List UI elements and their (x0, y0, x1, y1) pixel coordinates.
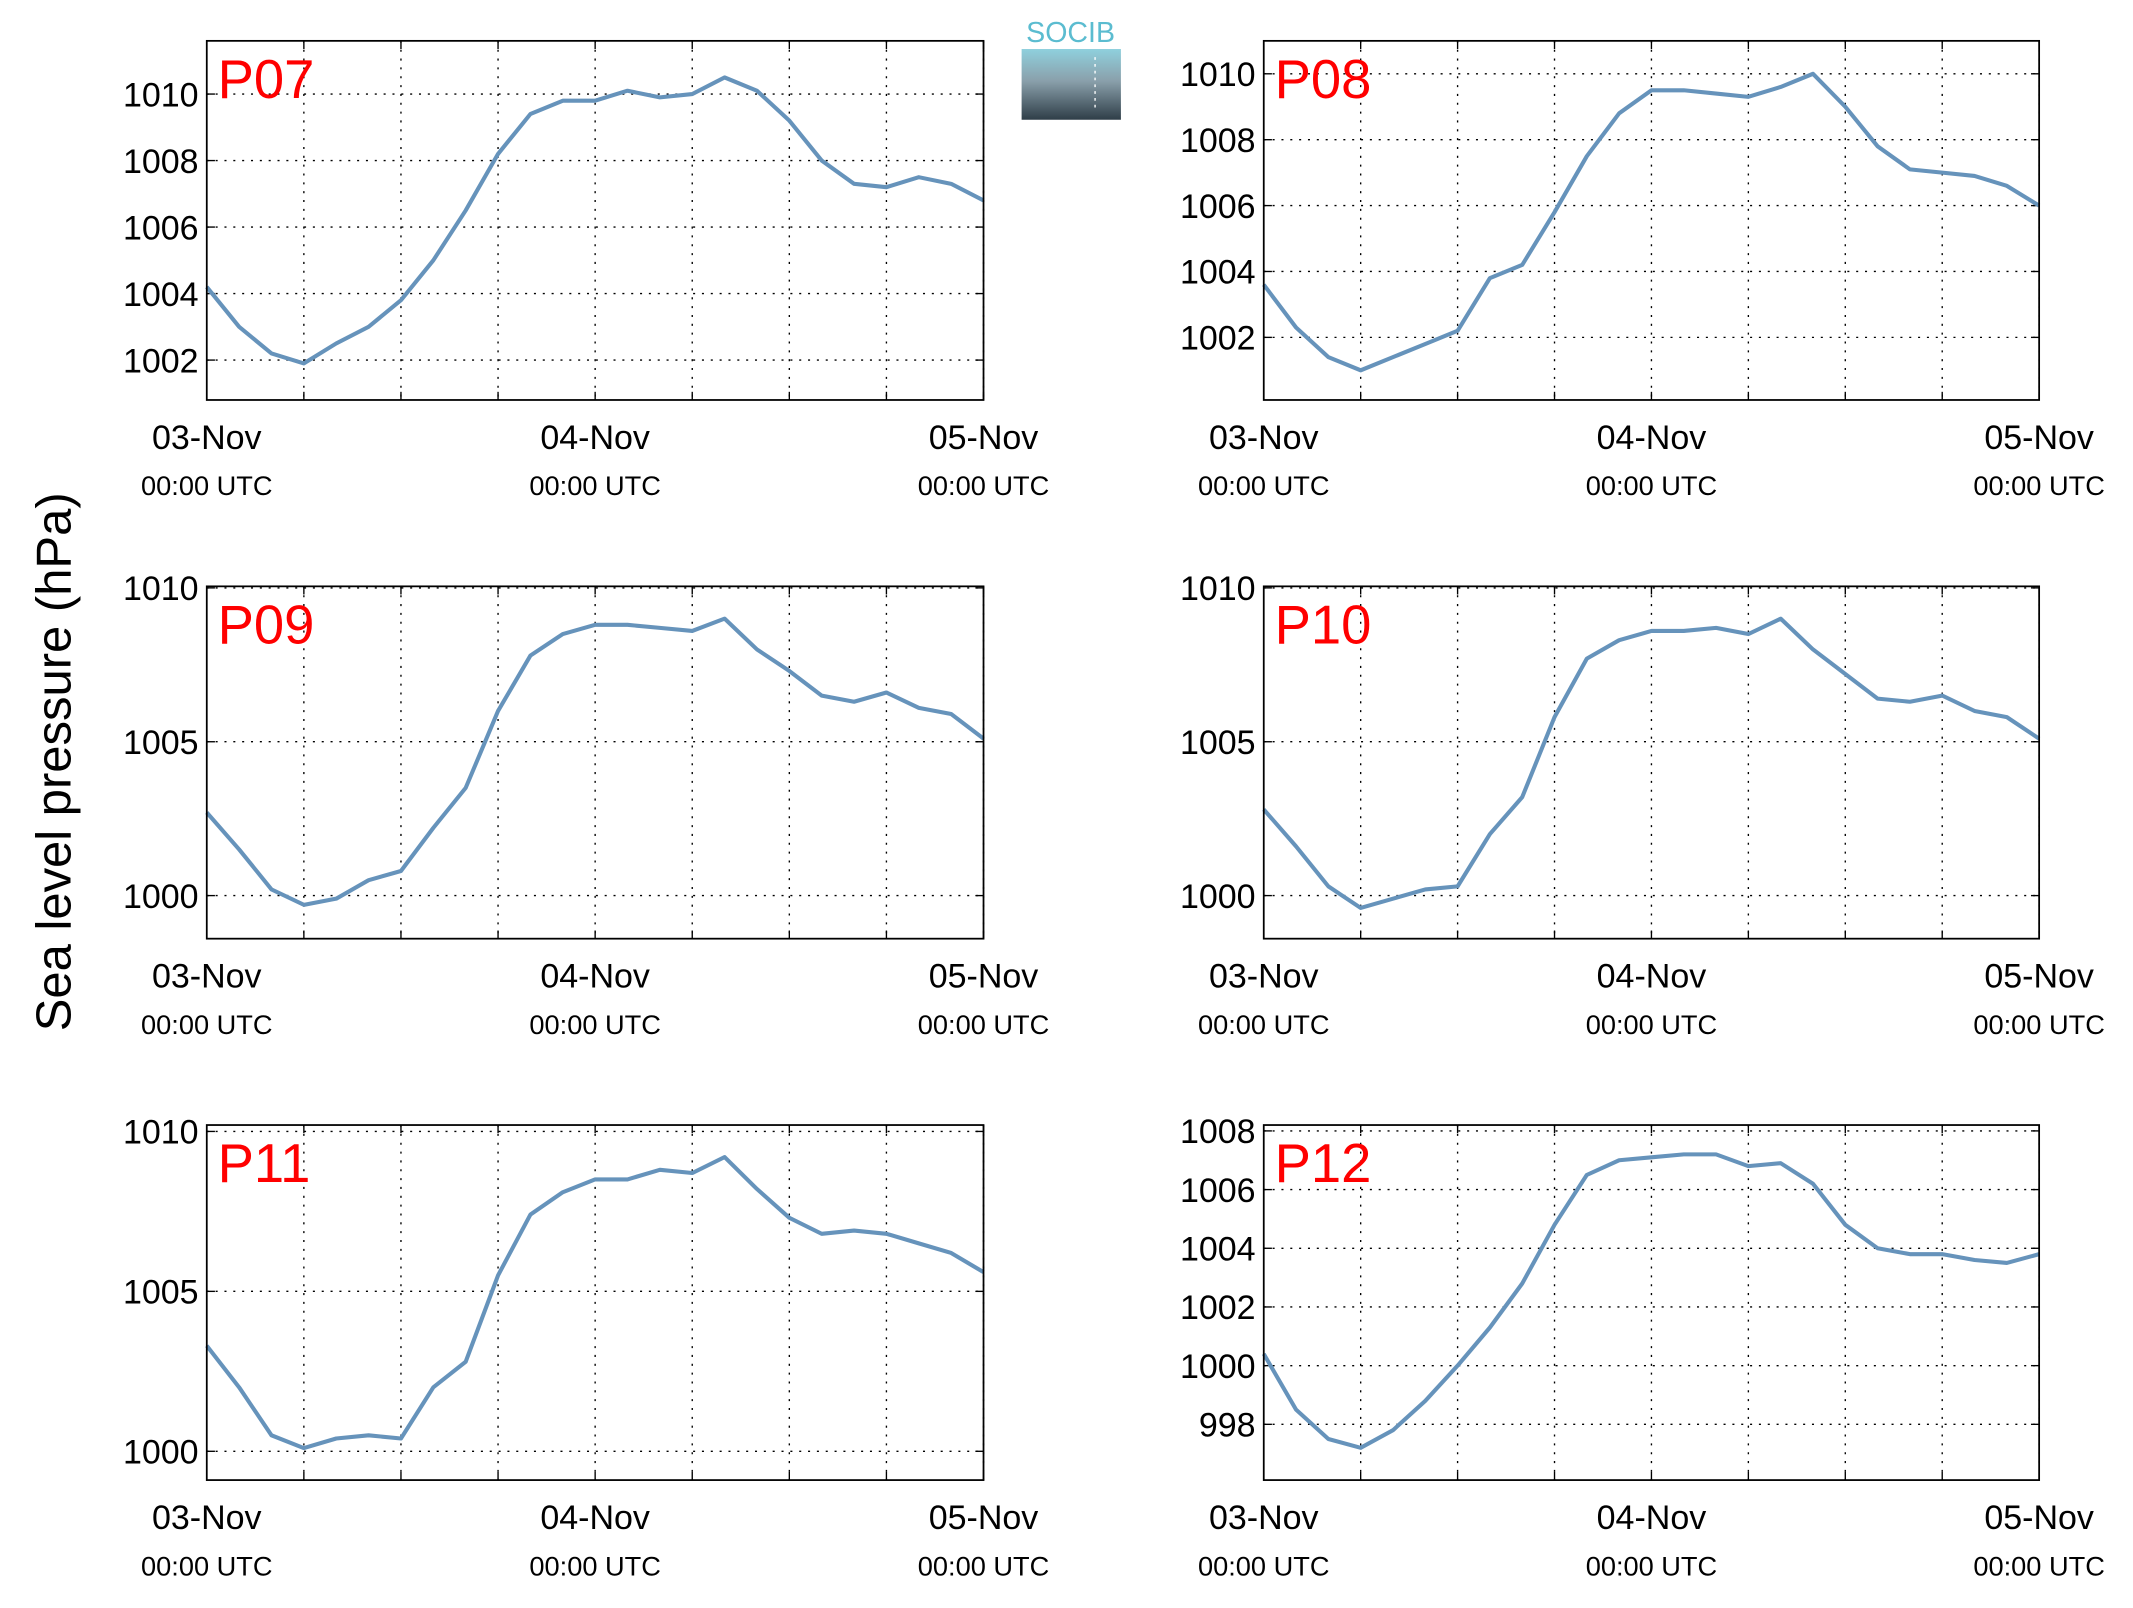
x-tick-label: 04-Nov 00:00 UTC (1586, 1499, 1717, 1581)
data-line (205, 75, 985, 366)
y-tick-label: 1006 (1180, 188, 1256, 226)
y-tick-label: 1005 (123, 1274, 199, 1312)
x-tick-label: 04-Nov 00:00 UTC (529, 419, 660, 501)
panel-title: P10 (1275, 594, 1372, 655)
y-tick-label: 1010 (1180, 56, 1256, 94)
plot-frame (1262, 1124, 2041, 1481)
y-tick-label: 1005 (1180, 724, 1256, 762)
panel: 03-Nov 00:00 UTC 04-Nov 00:00 UTC 05-Nov 00:0… (1180, 570, 2105, 1040)
x-tick-label: 05-Nov 00:00 UTC (1973, 958, 2104, 1040)
y-tick-label: 1006 (1180, 1172, 1256, 1210)
panel: 03-Nov 00:00 UTC 04-Nov 00:00 UTC 05-Nov 00:0… (123, 570, 1049, 1040)
x-tick-label: 05-Nov 00:00 UTC (918, 419, 1049, 501)
x-tick-label: 03-Nov 00:00 UTC (1198, 958, 1329, 1040)
y-tick-label: 1010 (123, 570, 199, 608)
y-tick-label: 1004 (1180, 254, 1256, 292)
plot-frame (205, 39, 985, 401)
y-tick-label: 1000 (1180, 878, 1256, 916)
panel: 03-Nov 00:00 UTC 04-Nov 00:00 UTC 05-Nov 00:0… (1180, 39, 2105, 501)
panel-title: P07 (218, 49, 315, 110)
y-axis-label: Sea level pressure (hPa) (28, 492, 82, 1031)
plot-frame (1262, 585, 2041, 940)
y-tick-label: 998 (1199, 1407, 1256, 1445)
plot-frame (205, 1124, 985, 1481)
x-tick-label: 05-Nov 00:00 UTC (1973, 1499, 2104, 1581)
x-tick-label: 03-Nov 00:00 UTC (1198, 419, 1329, 501)
y-tick-label: 1008 (1180, 122, 1256, 160)
y-tick-label: 1000 (1180, 1348, 1256, 1386)
data-line (1262, 616, 2041, 910)
panel-title: P12 (1275, 1133, 1372, 1194)
logo-text: SOCIB (1026, 17, 1115, 49)
panel: 03-Nov 00:00 UTC 04-Nov 00:00 UTC 05-Nov 00:0… (123, 1114, 1049, 1582)
y-tick-label: 1002 (1180, 320, 1256, 358)
x-tick-label: 04-Nov 00:00 UTC (1586, 419, 1717, 501)
y-tick-label: 1002 (123, 342, 199, 380)
panel: 03-Nov 00:00 UTC 04-Nov 00:00 UTC 05-Nov 00:0… (123, 39, 1049, 501)
y-tick-label: 1010 (123, 76, 199, 114)
panel-title: P11 (218, 1133, 311, 1194)
x-tick-label: 03-Nov 00:00 UTC (141, 1499, 272, 1581)
x-tick-label: 03-Nov 00:00 UTC (1198, 1499, 1329, 1581)
y-tick-label: 1000 (123, 1434, 199, 1472)
y-tick-label: 1005 (123, 724, 199, 762)
data-line (1262, 71, 2041, 373)
data-line (205, 616, 985, 907)
panel: 03-Nov 00:00 UTC 04-Nov 00:00 UTC 05-Nov 00:0… (1180, 1113, 2105, 1581)
y-tick-label: 1004 (123, 276, 199, 314)
y-tick-label: 1010 (1180, 570, 1256, 608)
x-tick-label: 03-Nov 00:00 UTC (141, 419, 272, 501)
x-tick-label: 04-Nov 00:00 UTC (529, 958, 660, 1040)
x-tick-label: 04-Nov 00:00 UTC (1586, 958, 1717, 1040)
x-tick-label: 03-Nov 00:00 UTC (141, 958, 272, 1040)
y-tick-label: 1008 (123, 143, 199, 181)
x-tick-label: 05-Nov 00:00 UTC (918, 958, 1049, 1040)
logo-box (1021, 49, 1121, 120)
panel-title: P09 (218, 594, 315, 655)
plot-frame (205, 585, 985, 940)
y-tick-label: 1000 (123, 878, 199, 916)
y-tick-label: 1008 (1180, 1113, 1256, 1151)
y-tick-label: 1002 (1180, 1289, 1256, 1327)
y-tick-label: 1006 (123, 209, 199, 247)
y-tick-label: 1004 (1180, 1231, 1256, 1269)
x-tick-label: 05-Nov 00:00 UTC (1973, 419, 2104, 501)
data-line (205, 1154, 985, 1451)
x-tick-label: 04-Nov 00:00 UTC (529, 1499, 660, 1581)
data-line (1261, 1152, 2040, 1450)
y-tick-label: 1010 (123, 1114, 199, 1152)
x-tick-label: 05-Nov 00:00 UTC (918, 1499, 1049, 1581)
panel-title: P08 (1275, 49, 1372, 110)
plot-frame (1262, 39, 2041, 401)
